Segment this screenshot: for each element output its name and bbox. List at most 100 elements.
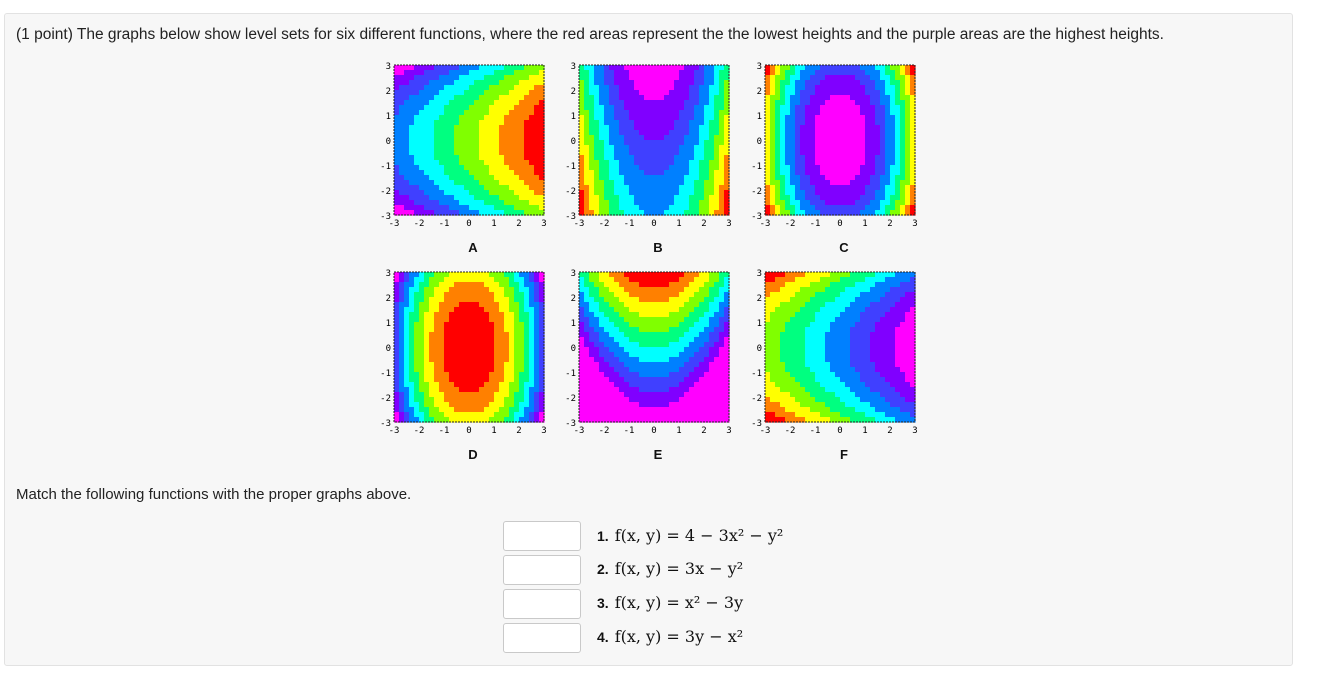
contour-cell: [679, 272, 685, 278]
contour-cell: [654, 175, 660, 181]
contour-cell: [479, 170, 485, 176]
contour-cell: [484, 95, 490, 101]
contour-cell: [800, 195, 806, 201]
contour-cell: [594, 95, 600, 101]
contour-cell: [599, 115, 605, 121]
contour-cell: [394, 412, 400, 418]
contour-cell: [424, 125, 430, 131]
contour-cell: [579, 327, 585, 333]
contour-cell: [424, 190, 430, 196]
contour-cell: [684, 357, 690, 363]
contour-cell: [900, 65, 906, 71]
contour-cell: [835, 175, 841, 181]
contour-cell: [619, 272, 625, 278]
contour-cell: [835, 115, 841, 121]
contour-cell: [449, 135, 455, 141]
contour-cell: [499, 417, 505, 423]
contour-cell: [669, 95, 675, 101]
contour-cell: [434, 145, 440, 151]
contour-cell: [780, 135, 786, 141]
contour-cell: [584, 205, 590, 211]
contour-cell: [840, 175, 846, 181]
contour-cell: [634, 347, 640, 353]
contour-cell: [524, 95, 530, 101]
contour-cell: [875, 170, 881, 176]
contour-cell: [654, 195, 660, 201]
contour-cell: [464, 120, 470, 126]
contour-cell: [484, 160, 490, 166]
contour-cell: [840, 210, 846, 216]
contour-cell: [459, 120, 465, 126]
contour-cell: [394, 150, 400, 156]
contour-cell: [614, 272, 620, 278]
contour-cell: [910, 85, 916, 91]
contour-cell: [800, 80, 806, 86]
contour-cell: [870, 195, 876, 201]
contour-cell: [599, 372, 605, 378]
contour-cell: [509, 155, 515, 161]
contour-cell: [414, 65, 420, 71]
contour-cell: [825, 125, 831, 131]
contour-cell: [770, 302, 776, 308]
contour-cell: [704, 367, 710, 373]
contour-cell: [865, 110, 871, 116]
contour-cell: [639, 185, 645, 191]
contour-cell: [484, 372, 490, 378]
contour-cell: [474, 140, 480, 146]
contour-cell: [674, 357, 680, 363]
contour-cell: [689, 297, 695, 303]
contour-cell: [469, 327, 475, 333]
contour-cell: [900, 322, 906, 328]
contour-cell: [910, 165, 916, 171]
contour-cell: [724, 282, 730, 288]
contour-cell: [805, 327, 811, 333]
contour-cell: [519, 135, 525, 141]
contour-cell: [684, 205, 690, 211]
contour-cell: [649, 80, 655, 86]
contour-cell: [619, 372, 625, 378]
contour-cell: [429, 130, 435, 136]
contour-cell: [659, 205, 665, 211]
contour-cell: [815, 110, 821, 116]
contour-cell: [499, 387, 505, 393]
contour-cell: [719, 337, 725, 343]
contour-cell: [494, 337, 500, 343]
contour-cell: [694, 357, 700, 363]
contour-cell: [409, 180, 415, 186]
contour-cell: [614, 205, 620, 211]
contour-cell: [694, 352, 700, 358]
contour-cell: [689, 160, 695, 166]
contour-cell: [629, 312, 635, 318]
contour-cell: [514, 382, 520, 388]
contour-cell: [830, 85, 836, 91]
contour-cell: [604, 105, 610, 111]
contour-cell: [414, 307, 420, 313]
contour-cell: [629, 397, 635, 403]
contour-cell: [870, 287, 876, 293]
contour-cell: [514, 297, 520, 303]
contour-cell: [644, 115, 650, 121]
contour-cell: [885, 145, 891, 151]
contour-cell: [689, 185, 695, 191]
contour-cell: [795, 165, 801, 171]
y-tick-label: -1: [380, 369, 391, 379]
contour-cell: [439, 362, 445, 368]
contour-cell: [609, 190, 615, 196]
contour-cell: [780, 200, 786, 206]
contour-cell: [895, 130, 901, 136]
contour-cell: [459, 387, 465, 393]
contour-cell: [589, 175, 595, 181]
contour-cell: [484, 362, 490, 368]
contour-cell: [775, 165, 781, 171]
contour-cell: [474, 357, 480, 363]
contour-cell: [399, 412, 405, 418]
contour-cell: [584, 130, 590, 136]
contour-cell: [649, 105, 655, 111]
contour-cell: [845, 90, 851, 96]
contour-cell: [439, 417, 445, 423]
contour-cell: [704, 407, 710, 413]
contour-cell: [900, 80, 906, 86]
contour-cell: [404, 180, 410, 186]
contour-cell: [689, 145, 695, 151]
